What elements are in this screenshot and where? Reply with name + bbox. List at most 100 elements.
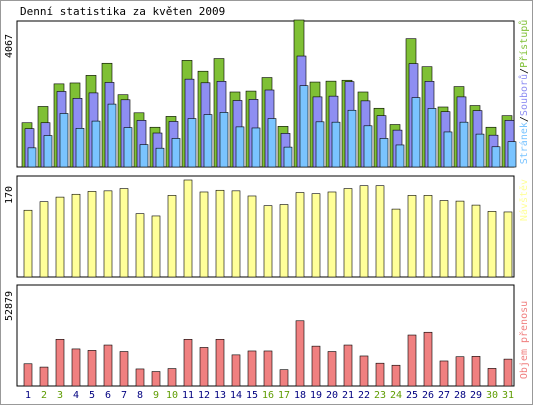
bar-volume <box>503 358 513 387</box>
day-label: 7 <box>121 390 127 401</box>
day-label: 13 <box>214 390 226 401</box>
bar-pages <box>459 121 469 168</box>
bar-visits <box>327 191 337 278</box>
bar-visits <box>167 195 177 278</box>
bar-pages <box>475 133 485 168</box>
bar-volume <box>295 320 305 387</box>
bar-pages <box>363 125 373 168</box>
bar-pages <box>171 138 181 168</box>
day-label: 17 <box>278 390 290 401</box>
chart-title: Denní statistika za květen 2009 <box>20 5 225 18</box>
bar-pages <box>331 121 341 168</box>
bar-pages <box>315 121 325 168</box>
bar-volume <box>263 350 273 387</box>
bar-visits <box>295 192 305 278</box>
bar-pages <box>299 85 309 168</box>
bar-visits <box>55 196 65 278</box>
day-label: 30 <box>486 390 498 401</box>
y-max-label: 170 <box>4 186 15 204</box>
bar-pages <box>75 128 85 168</box>
legend-entry: Návštěv <box>518 179 530 221</box>
day-label: 16 <box>262 390 274 401</box>
bar-pages <box>43 135 53 168</box>
bar-volume <box>151 371 161 387</box>
y-max-label: 4067 <box>4 34 15 58</box>
bar-volume <box>407 334 417 387</box>
bar-volume <box>55 338 65 387</box>
day-label: 9 <box>153 390 159 401</box>
bar-volume <box>439 360 449 387</box>
bar-visits <box>263 205 273 278</box>
bar-pages <box>139 144 149 168</box>
bar-visits <box>407 195 417 278</box>
bar-volume <box>215 338 225 387</box>
bar-pages <box>235 126 245 168</box>
bar-pages <box>27 147 37 168</box>
day-label: 22 <box>358 390 370 401</box>
bar-pages <box>123 127 133 168</box>
panel-visits: 170 Návštěv <box>4 175 530 278</box>
bar-volume <box>311 345 321 387</box>
bar-pages <box>251 127 261 168</box>
day-label: 20 <box>326 390 338 401</box>
bar-visits <box>119 188 129 278</box>
bar-volume <box>135 368 145 387</box>
bar-volume <box>199 347 209 387</box>
bar-volume <box>487 368 497 387</box>
bar-volume <box>103 344 113 387</box>
bar-visits <box>439 200 449 278</box>
bar-volume <box>423 331 433 387</box>
x-axis-day-labels: 1 2 3 4 5 6 7 8 9 10 11 12 13 14 15 16 17 18 19 20 21 22 23 24 2… <box>25 390 514 401</box>
bar-pages <box>267 118 277 168</box>
bar-pages <box>491 146 501 168</box>
day-label: 11 <box>182 390 194 401</box>
bar-volume <box>391 364 401 387</box>
day-label: 23 <box>374 390 386 401</box>
bar-volume <box>119 351 129 387</box>
day-label: 10 <box>166 390 178 401</box>
day-label: 15 <box>246 390 258 401</box>
bar-pages <box>187 118 197 168</box>
bar-pages <box>507 141 517 168</box>
bar-volume <box>343 344 353 387</box>
bar-volume <box>247 350 257 387</box>
day-label: 29 <box>470 390 482 401</box>
bar-visits <box>39 201 49 278</box>
bar-volume <box>327 351 337 387</box>
day-label: 18 <box>294 390 306 401</box>
bar-volume <box>71 348 81 387</box>
bar-pages <box>283 146 293 168</box>
day-label: 28 <box>454 390 466 401</box>
bar-volume <box>231 354 241 387</box>
bar-volume <box>375 362 385 387</box>
day-label: 19 <box>310 390 322 401</box>
bar-visits <box>343 188 353 278</box>
bar-pages <box>219 112 229 168</box>
bar-visits <box>87 191 97 278</box>
day-label: 26 <box>422 390 434 401</box>
day-label: 25 <box>406 390 418 401</box>
legend-entry: Objem přenosu <box>518 301 530 379</box>
bar-volume <box>183 338 193 387</box>
day-label: 24 <box>390 390 402 401</box>
bar-pages <box>411 97 421 168</box>
legend-separator: / <box>519 116 530 122</box>
legend-entry: Stránek <box>518 122 530 164</box>
day-label: 31 <box>502 390 514 401</box>
day-label: 21 <box>342 390 354 401</box>
bar-visits <box>487 211 497 278</box>
bar-volume <box>279 369 289 387</box>
bar-pages <box>443 131 453 168</box>
day-label: 3 <box>57 390 63 401</box>
bar-visits <box>23 209 33 278</box>
bar-volume <box>39 366 49 387</box>
day-label: 14 <box>230 390 242 401</box>
day-label: 5 <box>89 390 95 401</box>
bar-volume <box>87 350 97 387</box>
bar-volume <box>23 363 33 387</box>
bar-pages <box>395 144 405 168</box>
bar-visits <box>135 213 145 278</box>
bar-visits <box>455 200 465 278</box>
